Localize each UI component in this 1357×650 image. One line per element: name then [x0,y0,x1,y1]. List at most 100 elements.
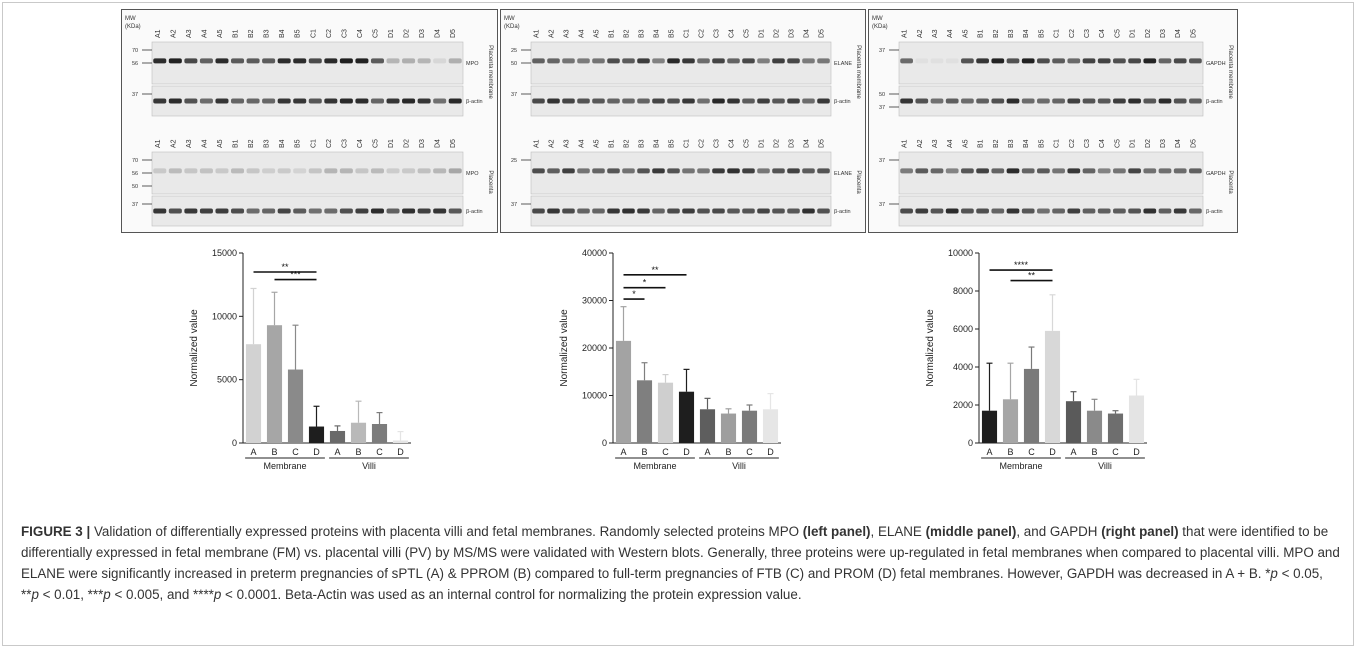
blot-band [262,58,276,64]
blot-band [976,58,989,64]
blot-band [324,208,338,214]
blot-band [592,208,605,214]
blot-band [667,208,680,214]
bar [657,382,674,443]
blot-lane-label: A3 [932,29,939,38]
blot-band [339,58,353,64]
blot-band [246,208,260,214]
blot-band [682,98,695,104]
blot-band [370,208,385,214]
significance-label: * [632,289,636,299]
blot-band [230,168,245,174]
blot-band [308,58,322,64]
blot-band [1173,98,1187,104]
x-tick-label: C [746,447,753,457]
x-tick-label: A [986,447,992,457]
blot-kda-marker: 50 [879,92,885,98]
blot-band [293,58,307,64]
blot-tissue-label: Placenta membrane [487,45,493,99]
blot-lane-label: B1 [978,29,985,38]
blot-band [448,98,462,104]
blot-band [199,168,213,174]
significance-label: ** [281,262,289,272]
blot-band [697,208,710,214]
blot-lane-label: A3 [186,139,193,148]
blot-kda-marker: 25 [511,48,517,54]
blot-band [293,168,307,174]
blot-band [976,168,989,174]
blot-band [562,58,575,64]
blot-lane-label: D3 [419,29,426,38]
blot-band [682,208,695,214]
blot-band [386,58,400,64]
blot-band [433,208,447,214]
blot-band [1113,58,1126,64]
blot-band [1052,208,1065,214]
blot-band [532,58,545,64]
blot-band [712,98,725,104]
blot-lane-label: A2 [549,29,556,38]
blot-band [277,168,291,174]
blot-band [757,98,770,104]
blot-band [1021,58,1035,64]
blot-band [547,98,560,104]
blot-lane-label: D1 [1130,29,1137,38]
bar [1107,413,1124,443]
bar [350,422,367,443]
x-tick-label: D [313,447,320,457]
blot-lane-label: A1 [534,29,541,38]
blot-band [184,98,198,104]
blot-band [532,208,545,214]
blot-band [622,58,635,64]
blot-band [976,208,989,214]
blot-lane-label: B1 [233,29,240,38]
blot-band [277,98,291,104]
x-tick-label: D [767,447,774,457]
blot-band [991,98,1005,104]
blot-strip [898,195,1204,227]
blot-band [562,98,575,104]
blot-band [991,168,1005,174]
y-axis-label: Normalized value [559,309,570,387]
y-tick-label: 10000 [582,391,607,401]
x-tick-label: B [1091,447,1097,457]
bar [1086,410,1103,443]
x-tick-label: C [1028,447,1035,457]
blot-band [652,58,665,64]
blot-band [1173,208,1187,214]
blot-lane-label: D4 [804,139,811,148]
blot-band [215,58,229,64]
blot-band [712,208,725,214]
blot-band [787,168,800,174]
blot-band [168,168,182,174]
blot-lane-label: D1 [1130,139,1137,148]
blot-kda-marker: 37 [879,48,885,54]
blot-band [277,58,291,64]
blot-kda-marker: 56 [132,171,138,177]
blot-band [577,168,590,174]
significance-label: ** [651,265,659,275]
x-tick-label: D [1133,447,1140,457]
blot-band [417,168,431,174]
blot-band [1082,98,1096,104]
blot-lane-label: C5 [1114,139,1121,148]
blot-band [355,208,369,214]
blot-band [1052,58,1065,64]
blot-band [215,208,229,214]
blot-band [637,98,650,104]
x-tick-label: B [641,447,647,457]
blot-band [930,58,944,64]
blot-band [682,168,695,174]
blot-lane-label: D5 [819,29,826,38]
blot-lane-label: C4 [357,29,364,38]
blot-lane-label: D4 [1175,29,1182,38]
blot-band [961,208,974,214]
blot-strip [898,151,1204,195]
blot-lane-label: D5 [1190,29,1197,38]
blot-lane-label: B4 [654,139,661,148]
blot-band [433,58,447,64]
blot-lane-label: C2 [699,139,706,148]
blot-band [293,208,307,214]
bar [678,391,695,443]
blot-band [772,58,785,64]
